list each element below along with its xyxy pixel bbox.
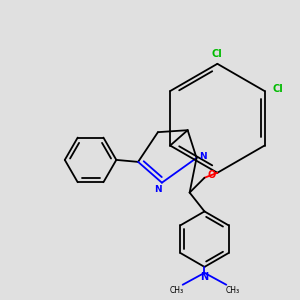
Text: N: N bbox=[199, 152, 207, 160]
Text: N: N bbox=[154, 185, 162, 194]
Text: Cl: Cl bbox=[212, 49, 223, 59]
Text: Cl: Cl bbox=[273, 84, 283, 94]
Text: CH₃: CH₃ bbox=[170, 286, 184, 295]
Text: CH₃: CH₃ bbox=[225, 286, 239, 295]
Text: N: N bbox=[200, 272, 208, 282]
Text: O: O bbox=[208, 170, 216, 180]
